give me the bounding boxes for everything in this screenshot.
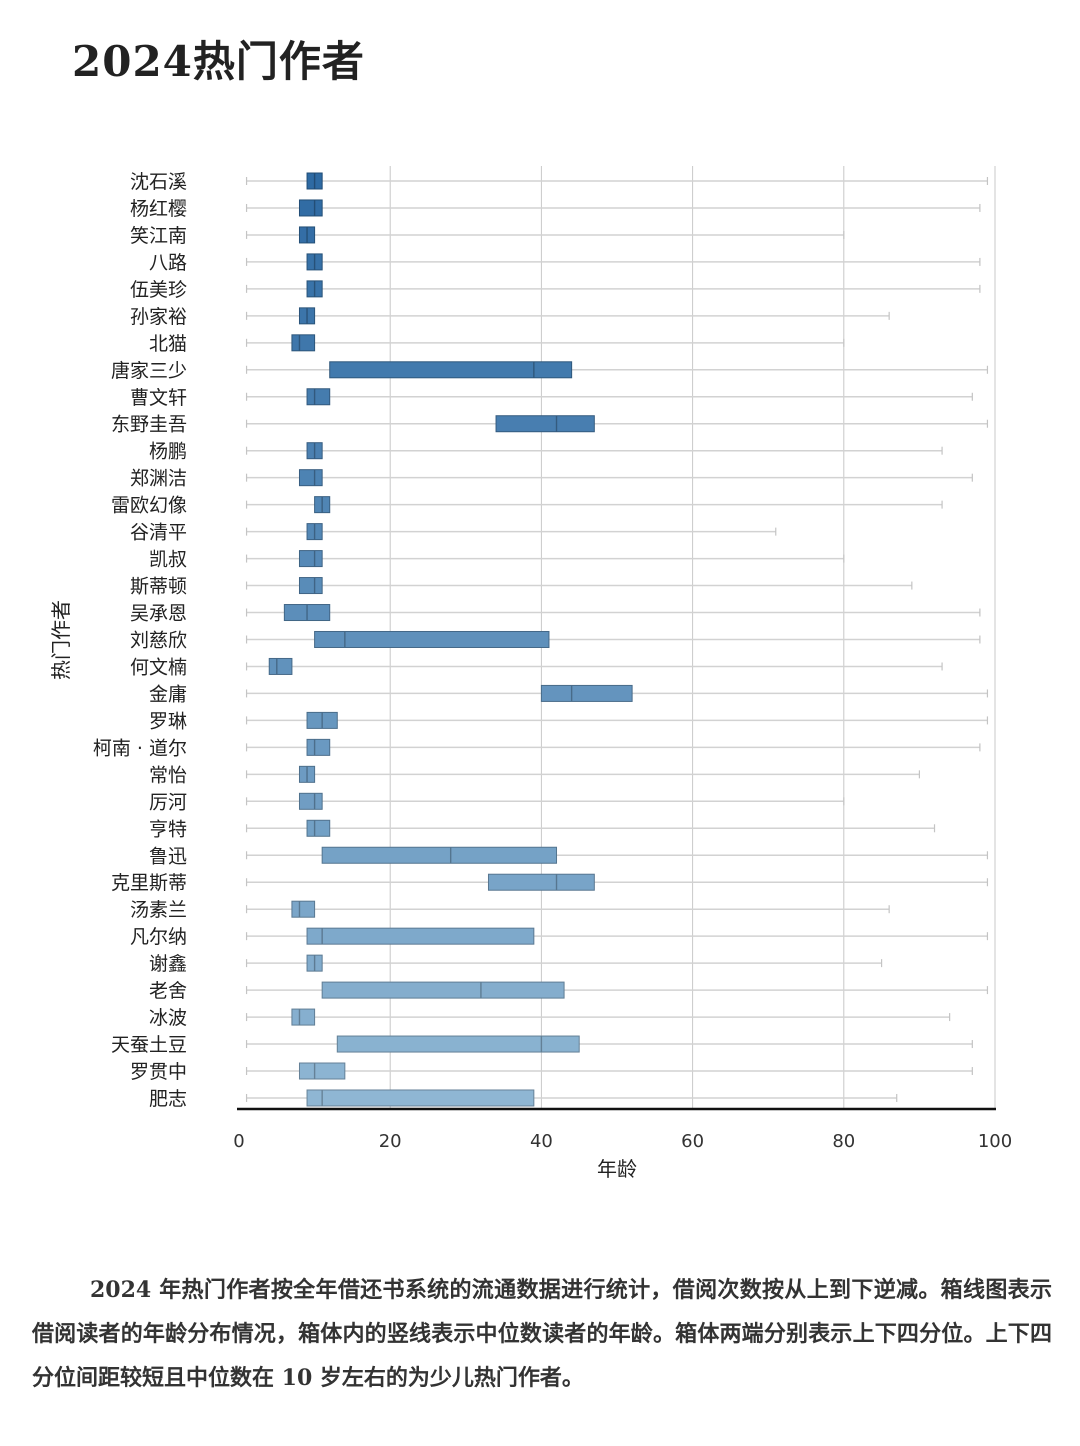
category-label: 伍美珍: [130, 279, 187, 301]
box-iqr: [298, 792, 323, 810]
box-iqr: [321, 846, 558, 864]
category-label: 谢鑫: [149, 953, 187, 975]
box-iqr: [268, 657, 293, 675]
box-iqr: [495, 415, 595, 433]
category-label: 天蚕土豆: [111, 1034, 187, 1056]
category-label: 北猫: [149, 333, 187, 355]
category-label: 金庸: [149, 683, 187, 705]
chart-description: 2024 年热门作者按全年借还书系统的流通数据进行统计，借阅次数按从上到下逆减。…: [32, 1277, 1052, 1391]
whisker-layer: [245, 177, 989, 1102]
x-tick-label: 20: [379, 1131, 402, 1152]
category-labels: 沈石溪杨红樱笑江南八路伍美珍孙家裕北猫唐家三少曹文轩东野圭吾杨鹏郑渊洁雷欧幻像谷…: [93, 171, 187, 1110]
box-iqr: [306, 388, 331, 406]
x-tick-label: 80: [832, 1131, 855, 1152]
category-label: 凯叔: [149, 549, 187, 571]
category-label: 杨鹏: [149, 441, 187, 463]
box-iqr: [298, 469, 323, 487]
x-tick-label: 100: [978, 1131, 1012, 1152]
category-label: 东野圭吾: [111, 414, 187, 436]
boxplot-chart: 沈石溪杨红樱笑江南八路伍美珍孙家裕北猫唐家三少曹文轩东野圭吾杨鹏郑渊洁雷欧幻像谷…: [49, 166, 1012, 1181]
x-tick-label: 60: [681, 1131, 704, 1152]
category-label: 常怡: [149, 764, 187, 786]
box-iqr: [298, 1062, 346, 1080]
box-iqr: [540, 684, 633, 702]
category-label: 何文楠: [130, 656, 187, 678]
box-iqr: [291, 900, 316, 918]
category-label: 曹文轩: [130, 387, 187, 409]
category-label: 郑渊洁: [130, 468, 187, 490]
category-label: 罗贯中: [130, 1061, 187, 1083]
grid-layer: [389, 166, 996, 1109]
box-iqr: [306, 927, 535, 945]
category-label: 老舍: [149, 980, 187, 1002]
category-label: 柯南 · 道尔: [93, 737, 187, 759]
category-label: 吴承恩: [130, 603, 187, 625]
category-label: 唐家三少: [111, 360, 187, 382]
box-iqr: [298, 577, 323, 595]
y-axis-title: 热门作者: [49, 600, 73, 680]
x-tick-label: 0: [233, 1131, 244, 1152]
box-iqr: [291, 334, 316, 352]
box-iqr: [291, 1008, 316, 1026]
category-label: 八路: [149, 252, 187, 274]
category-label: 罗琳: [149, 710, 187, 732]
category-label: 肥志: [149, 1088, 187, 1110]
box-iqr: [487, 873, 595, 891]
category-label: 厉河: [149, 791, 187, 813]
category-label: 斯蒂顿: [130, 576, 187, 598]
box-iqr: [298, 550, 323, 568]
category-label: 克里斯蒂: [111, 872, 187, 894]
box-layer: [268, 172, 633, 1107]
category-label: 杨红樱: [130, 198, 187, 220]
x-tick-label: 40: [530, 1131, 553, 1152]
category-label: 雷欧幻像: [111, 495, 187, 517]
box-iqr: [321, 981, 565, 999]
box-iqr: [314, 630, 550, 648]
box-iqr: [306, 1089, 535, 1107]
x-axis-title: 年龄: [597, 1157, 637, 1181]
category-label: 笑江南: [130, 225, 187, 247]
category-label: 孙家裕: [130, 306, 187, 328]
category-label: 亨特: [149, 818, 187, 840]
category-label: 鲁迅: [149, 845, 187, 867]
box-iqr: [306, 819, 331, 837]
category-label: 沈石溪: [130, 171, 187, 193]
page-title: 2024热门作者: [72, 37, 365, 86]
category-label: 刘慈欣: [130, 629, 187, 651]
category-label: 冰波: [149, 1007, 187, 1029]
box-iqr: [306, 738, 331, 756]
x-tick-labels: 0 20 40 60 80 100: [233, 1131, 1012, 1152]
category-label: 汤素兰: [130, 899, 187, 921]
box-iqr: [298, 199, 323, 217]
category-label: 谷清平: [130, 522, 187, 544]
box-iqr: [336, 1035, 580, 1053]
category-label: 凡尔纳: [130, 926, 187, 948]
box-iqr: [329, 361, 573, 379]
